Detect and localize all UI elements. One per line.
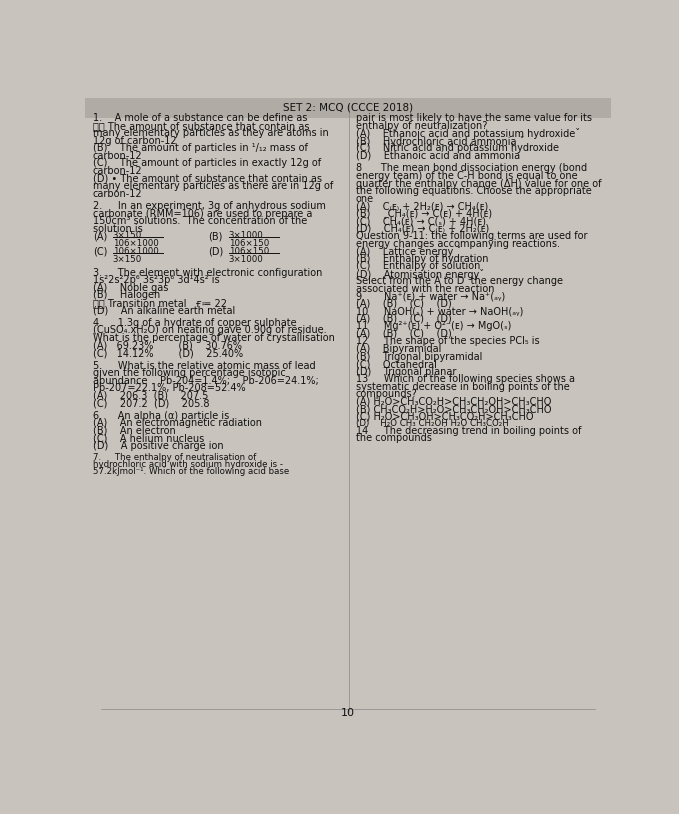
Text: (A)    An electromagnetic radiation: (A) An electromagnetic radiation (93, 418, 262, 428)
Text: (A)    (B)    (C)    (D): (A) (B) (C) (D) (356, 329, 452, 339)
Text: 106×150: 106×150 (229, 239, 269, 248)
Text: 13     Which of the following species shows a: 13 Which of the following species shows … (356, 374, 575, 384)
Text: 4.     1.3g of a hydrate of copper sulphate: 4. 1.3g of a hydrate of copper sulphate (93, 318, 297, 328)
Text: (B)    Trigonal bipyramidal: (B) Trigonal bipyramidal (356, 352, 482, 361)
Text: hydrochloric acid with sodium hydroxide is -: hydrochloric acid with sodium hydroxide … (93, 460, 282, 469)
Text: 10     NaOH(ₛ) + water → NaOH(ₐᵧ): 10 NaOH(ₛ) + water → NaOH(ₐᵧ) (356, 306, 524, 317)
Text: associated with the reaction: associated with the reaction (356, 284, 494, 294)
Text: many elementary particles as there are in 12g of: many elementary particles as there are i… (93, 181, 333, 191)
Text: 8      The mean bond dissociation energy (bond: 8 The mean bond dissociation energy (bon… (356, 164, 587, 173)
Text: (A)    (B)    (C)    (D): (A) (B) (C) (D) (356, 299, 452, 309)
Text: (D)    A positive charge ion: (D) A positive charge ion (93, 440, 223, 451)
Text: 3×150: 3×150 (113, 231, 142, 240)
Text: Pb-207=22.1%, Pb-208=52.4%: Pb-207=22.1%, Pb-208=52.4% (93, 383, 245, 393)
Text: (C)    Enthalpy of solution: (C) Enthalpy of solution (356, 261, 480, 271)
Text: (A)    Ethanoic acid and potassium hydroxideˇ: (A) Ethanoic acid and potassium hydroxid… (356, 129, 580, 139)
Text: (A) H₂O>CH₃CO₂H>CH₃CH₂OH>CH₃CHO: (A) H₂O>CH₃CO₂H>CH₃CH₂OH>CH₃CHO (356, 396, 551, 407)
Text: 106×1000: 106×1000 (113, 247, 158, 256)
Text: carbon-12: carbon-12 (93, 166, 143, 176)
Text: (B)    ˛CH₄(ᴇ) → C(ᴇ) + 4H(ᴇ): (B) ˛CH₄(ᴇ) → C(ᴇ) + 4H(ᴇ) (356, 208, 492, 219)
Text: the compounds: the compounds (356, 433, 432, 444)
Text: 7.     The enthalpy of neutralisation of: 7. The enthalpy of neutralisation of (93, 453, 256, 462)
Text: (A)    Lattice energy ˇ: (A) Lattice energy ˇ (356, 246, 461, 257)
Text: (D)    Ethanoic acid and ammonia: (D) Ethanoic acid and ammonia (356, 151, 520, 161)
Text: (C)    A helium nucleus: (C) A helium nucleus (93, 433, 204, 444)
Text: (B)    Enthalpy of hydration: (B) Enthalpy of hydration (356, 254, 488, 264)
Text: (B)    Halogen: (B) Halogen (93, 291, 160, 300)
Text: given the following percentage isotopic: given the following percentage isotopic (93, 368, 285, 378)
Text: (C)    Nitric acid and potassium hydroxide: (C) Nitric acid and potassium hydroxide (356, 143, 559, 153)
Text: (A)   69.23%        (B)    30.76%: (A) 69.23% (B) 30.76% (93, 340, 242, 351)
Text: Question 9-11: the following terms are used for: Question 9-11: the following terms are u… (356, 231, 587, 241)
Text: the following equations. Choose the appropriate: the following equations. Choose the appr… (356, 186, 591, 196)
Text: solution is: solution is (93, 224, 143, 234)
Text: 3×1000: 3×1000 (229, 255, 263, 264)
Text: (C)    Octahedral: (C) Octahedral (356, 359, 437, 369)
Text: pair is most likely to have the same value for its: pair is most likely to have the same val… (356, 113, 592, 124)
Text: (D)    H₂O CH₃ CH₂OH H₂O CH₃CO₂H: (D) H₂O CH₃ CH₂OH H₂O CH₃CO₂H (356, 419, 509, 428)
Text: 5.     What is the relative atomic mass of lead: 5. What is the relative atomic mass of l… (93, 361, 315, 370)
Text: (C): (C) (93, 247, 107, 257)
Text: energy team) of the C-H bond is equal to one: energy team) of the C-H bond is equal to… (356, 171, 578, 181)
Text: (D)    An alkaline earth metal: (D) An alkaline earth metal (93, 305, 235, 315)
Text: 12     The shape of the species PCl₅ is: 12 The shape of the species PCl₅ is (356, 336, 540, 347)
Text: 57.2kJmol⁻¹. Which of the following acid base: 57.2kJmol⁻¹. Which of the following acid… (93, 466, 289, 475)
Text: (B)    The amount of particles in ¹/₁₂ mass of: (B) The amount of particles in ¹/₁₂ mass… (93, 143, 308, 153)
Text: 11     Mg²⁺(ᴇ) + O²⁻(ᴇ) → MgO(ₛ): 11 Mg²⁺(ᴇ) + O²⁻(ᴇ) → MgO(ₛ) (356, 322, 511, 331)
Text: (D)    CH₄(ᴇ) → C₍ᴇ₎ + 2H₂(ᴇ): (D) CH₄(ᴇ) → C₍ᴇ₎ + 2H₂(ᴇ) (356, 224, 489, 234)
Text: abundance    Pb-204=1.4%;    Pb-206=24.1%;: abundance Pb-204=1.4%; Pb-206=24.1%; (93, 375, 318, 386)
Text: Select from the A to D  the energy change: Select from the A to D the energy change (356, 276, 563, 287)
Text: quarter the enthalpy change (ΔH) value for one of: quarter the enthalpy change (ΔH) value f… (356, 178, 602, 189)
Text: (C) H₂O>CH₃OH>CH₃CO₂H>CH₃CHO: (C) H₂O>CH₃OH>CH₃CO₂H>CH₃CHO (356, 412, 534, 422)
Text: 1s²2s²2p⁶ 3s²3p⁶ 3d¹4s² is: 1s²2s²2p⁶ 3s²3p⁶ 3d¹4s² is (93, 275, 219, 286)
Text: 10: 10 (341, 708, 355, 718)
Text: 3.     The element with electronic configuration: 3. The element with electronic configura… (93, 268, 322, 278)
Text: one: one (356, 194, 374, 204)
Text: (D)    Atomisation energyˇ: (D) Atomisation energyˇ (356, 269, 484, 280)
Text: 3×1000: 3×1000 (229, 231, 263, 240)
Text: (A)    C₍ᴇ₎ + 2H₂(ᴇ) → CH₄(ᴇ): (A) C₍ᴇ₎ + 2H₂(ᴇ) → CH₄(ᴇ) (356, 201, 488, 211)
Text: (D) • The amount of substance that contain as: (D) • The amount of substance that conta… (93, 173, 322, 183)
Text: (C)   14.12%        (D)    25.40%: (C) 14.12% (D) 25.40% (93, 348, 243, 358)
Text: 3×150: 3×150 (113, 255, 142, 264)
Text: What is the percentage of water of crystallisation: What is the percentage of water of cryst… (93, 333, 335, 343)
Text: (B) CH₃CO₂H>H₂O>CH₃CH₂OH>CH₃CHO: (B) CH₃CO₂H>H₂O>CH₃CH₂OH>CH₃CHO (356, 405, 551, 414)
Text: (B)    An electron: (B) An electron (93, 426, 175, 435)
Text: carbonate (RMM=106) are used to prepare a: carbonate (RMM=106) are used to prepare … (93, 208, 312, 219)
Text: carbon-12: carbon-12 (93, 151, 143, 161)
Text: ⨉ The amount of substance that contain as: ⨉ The amount of substance that contain … (93, 120, 309, 131)
Text: (A)    Bipyramidal: (A) Bipyramidal (356, 344, 441, 354)
Text: (D): (D) (208, 247, 224, 257)
Text: 6.     An alpha (α) particle is: 6. An alpha (α) particle is (93, 411, 229, 421)
Text: energy changes accompanying reactions.: energy changes accompanying reactions. (356, 239, 560, 249)
Text: (D)    Trigonal planar: (D) Trigonal planar (356, 366, 456, 377)
Text: (C)    The amount of particles in exactly 12g of: (C) The amount of particles in exactly 1… (93, 159, 321, 168)
Text: ⨉ Transition metal   ғ≔ 22: ⨉ Transition metal ғ≔ 22 (93, 298, 227, 308)
Text: (A)    206.3  (B)    207.5: (A) 206.3 (B) 207.5 (93, 391, 208, 400)
Bar (85, 98, 611, 118)
Text: (C)    207.2  (D)    205.8: (C) 207.2 (D) 205.8 (93, 398, 209, 408)
Text: (A): (A) (93, 231, 107, 241)
Text: 106×150: 106×150 (229, 247, 269, 256)
Text: 14     The decreasing trend in boiling points of: 14 The decreasing trend in boiling point… (356, 426, 581, 435)
Text: (A)    (B)    (C)    (D): (A) (B) (C) (D) (356, 314, 452, 324)
Text: 12g of carbon-12: 12g of carbon-12 (93, 136, 177, 146)
Text: 9       Na⁺(ᴇ) + water → Na⁺(ₐᵧ): 9 Na⁺(ᴇ) + water → Na⁺(ₐᵧ) (356, 291, 505, 301)
Text: SET 2: MCQ (CCCE 2018): SET 2: MCQ (CCCE 2018) (283, 103, 413, 112)
Text: (B)    Hydrochloric acid ammonia ˇ: (B) Hydrochloric acid ammonia ˇ (356, 136, 524, 147)
Text: many elementary particles as they are atoms in: many elementary particles as they are at… (93, 129, 329, 138)
Text: 150cm³ solutions.  The concentration of the: 150cm³ solutions. The concentration of t… (93, 217, 307, 226)
Text: systematic decrease in boiling points of the: systematic decrease in boiling points of… (356, 382, 570, 392)
Text: (A)    Noble gas: (A) Noble gas (93, 282, 168, 293)
Text: 2.     In an experiment, 3g of anhydrous sodium: 2. In an experiment, 3g of anhydrous sod… (93, 201, 326, 211)
Text: 1.    A mole of a substance can be define as: 1. A mole of a substance can be define a… (93, 113, 307, 124)
Text: (B): (B) (208, 231, 223, 241)
Text: 106×1000: 106×1000 (113, 239, 158, 248)
Text: (C)    CH₄(ᴇ) → C(ₛ) + 4H(ᴇ): (C) CH₄(ᴇ) → C(ₛ) + 4H(ᴇ) (356, 217, 486, 226)
Text: (CuSO₄.xH₂O) on heating gave 0.90g of residue.: (CuSO₄.xH₂O) on heating gave 0.90g of re… (93, 326, 327, 335)
Text: compounds?: compounds? (356, 389, 418, 399)
Text: carbon-12: carbon-12 (93, 189, 143, 199)
Text: enthalpy of neutralization?: enthalpy of neutralization? (356, 120, 488, 131)
